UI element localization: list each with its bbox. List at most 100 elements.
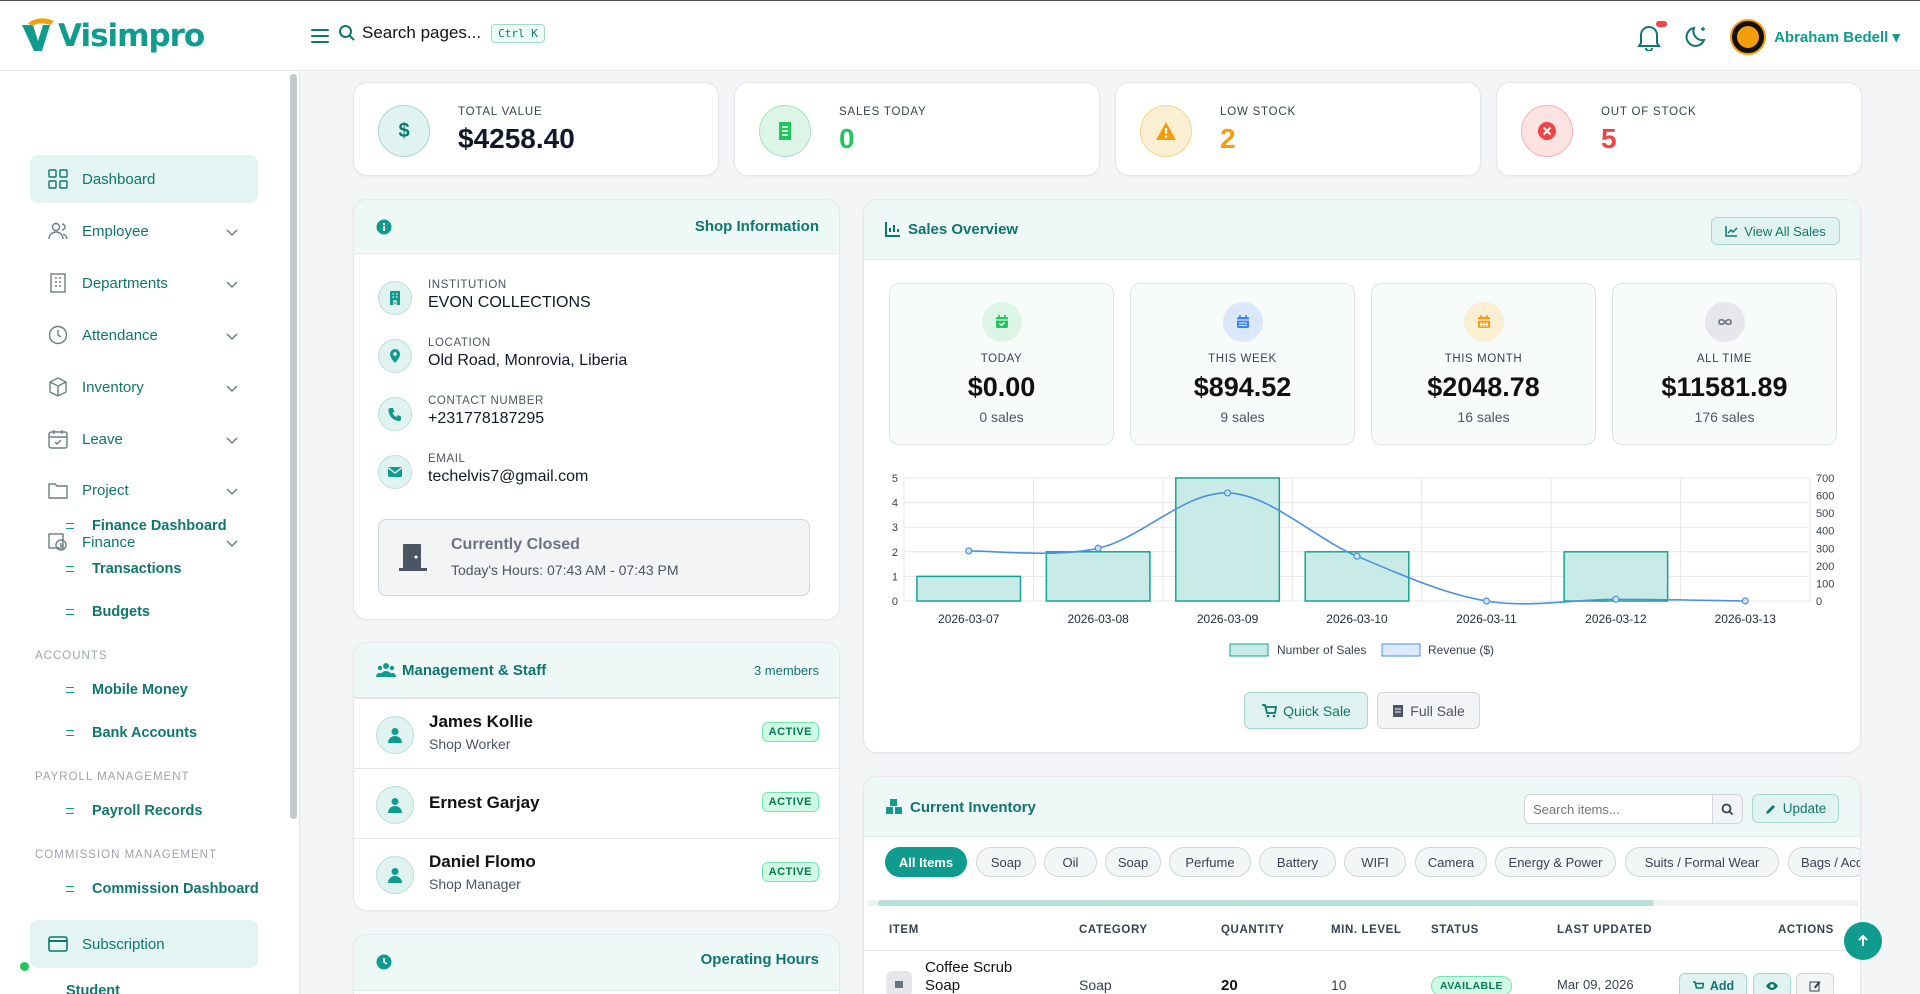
legend-swatch-sales [1229, 643, 1269, 657]
sidebar-item-student[interactable]: Student [66, 983, 120, 994]
update-inventory-button[interactable]: Update [1752, 794, 1839, 823]
sidebar-sub-bank-accounts[interactable]: Bank Accounts [66, 725, 197, 741]
revenue-point-2026-03-10 [1353, 552, 1361, 560]
sidebar-scrollbar[interactable] [290, 74, 297, 819]
x-tick-label: 2026-03-12 [1585, 612, 1647, 626]
sidebar-item-departments[interactable]: Departments [30, 259, 258, 307]
sidebar-sub-mobile-money[interactable]: Mobile Money [66, 682, 188, 698]
status-badge: AVAILABLE [1431, 976, 1513, 994]
stat-value: 0 [839, 123, 855, 154]
full-sale-button[interactable]: Full Sale [1377, 692, 1480, 729]
view-all-sales-button[interactable]: View All Sales [1711, 217, 1840, 245]
staff-row[interactable]: Ernest Garjay ACTIVE [354, 768, 839, 838]
staff-row[interactable]: Daniel Flomo Shop Manager ACTIVE [354, 838, 839, 908]
inventory-search-button[interactable] [1713, 794, 1743, 824]
sub-label[interactable]: Student [66, 983, 120, 994]
notifications-button[interactable] [1636, 21, 1668, 52]
shop-info-card: Shop Information INSTITUTION EVON COLLECT… [353, 199, 840, 620]
sub-label[interactable]: Bank Accounts [92, 725, 198, 741]
door-icon [399, 544, 427, 571]
svg-text:$: $ [398, 120, 409, 142]
sidebar-item-subscription[interactable]: Subscription [30, 920, 258, 968]
revenue-point-2026-03-07 [965, 547, 973, 555]
column-header-actions[interactable]: ACTIONS [1778, 924, 1834, 936]
shop-row-value: Old Road, Monrovia, Liberia [428, 352, 628, 369]
status-badge: ACTIVE [761, 862, 819, 882]
quick-sale-button[interactable]: Quick Sale [1244, 692, 1368, 729]
staff-name: Daniel Flomo [429, 852, 536, 871]
section-payroll: PAYROLL MANAGEMENT [35, 771, 190, 783]
sub-label[interactable]: Commission Dashboard [92, 881, 259, 897]
column-header-quantity[interactable]: QUANTITY [1221, 924, 1285, 936]
filter-battery[interactable]: Battery [1259, 847, 1336, 877]
filter-oil[interactable]: Oil [1044, 847, 1097, 877]
filter-wifi[interactable]: WIFI [1344, 847, 1406, 877]
edit-item-button[interactable] [1796, 973, 1834, 994]
filter-all-items[interactable]: All Items [885, 847, 967, 877]
search-placeholder[interactable]: Search pages... [362, 23, 482, 42]
x-tick-label: 2026-03-10 [1326, 612, 1388, 626]
y-right-tick-label: 200 [1816, 561, 1834, 573]
staff-row[interactable]: James Kollie Shop Worker ACTIVE [354, 698, 839, 768]
add-label: Add [1709, 979, 1735, 993]
period-card-this-week: THIS WEEK $894.52 9 sales [1130, 283, 1355, 445]
shop-status: Currently Closed [451, 536, 580, 553]
sidebar-item-leave[interactable]: Leave [30, 415, 258, 463]
edit-icon [1809, 981, 1821, 992]
sidebar-sub-commission-dashboard[interactable]: Commission Dashboard [66, 881, 259, 897]
inventory-search-input[interactable] [1524, 794, 1713, 824]
sidebar-sub-finance-dashboard[interactable]: Finance Dashboard [66, 518, 227, 534]
filter-scroll-thumb[interactable] [878, 900, 1654, 906]
quick-sale-label: Quick Sale [1283, 702, 1351, 719]
sidebar-sub-transactions[interactable]: Transactions [66, 561, 181, 577]
sidebar-item-attendance[interactable]: Attendance [30, 311, 258, 359]
period-value: $11581.89 [1661, 372, 1788, 402]
sidebar-sub-budgets[interactable]: Budgets [66, 604, 150, 620]
filter-soap[interactable]: Soap [976, 847, 1036, 877]
column-header-item[interactable]: ITEM [889, 924, 919, 936]
sidebar-item-dashboard[interactable]: Dashboard [30, 155, 258, 203]
user-menu[interactable]: Abraham Bedell ▾ [1774, 29, 1900, 46]
filter-bags-acc[interactable]: Bags / Acc [1788, 847, 1860, 877]
user-avatar[interactable] [1730, 19, 1767, 55]
cart-icon [1262, 703, 1278, 717]
sidebar-item-label: Attendance [82, 326, 158, 344]
dollar-icon: $ [378, 105, 430, 157]
sub-label[interactable]: Finance Dashboard [92, 518, 227, 534]
sub-label[interactable]: Transactions [92, 561, 182, 577]
filter-soap[interactable]: Soap [1105, 847, 1161, 877]
filter-energy-power[interactable]: Energy & Power [1495, 847, 1616, 877]
sidebar-item-label: Inventory [82, 378, 144, 396]
sidebar-sub-payroll-records[interactable]: Payroll Records [66, 803, 202, 819]
column-header-min-level[interactable]: MIN. LEVEL [1331, 924, 1402, 936]
sidebar-item-employee[interactable]: Employee [30, 207, 258, 255]
add-stock-button[interactable]: Add [1679, 973, 1747, 994]
filter-perfume[interactable]: Perfume [1169, 847, 1251, 877]
credit-card-icon [48, 934, 68, 954]
legend-label: Revenue ($) [1428, 643, 1494, 657]
y-left-tick-label: 5 [892, 473, 898, 485]
menu-toggle-icon[interactable] [309, 25, 331, 47]
sidebar-item-finance[interactable]: Finance [30, 518, 258, 566]
global-search[interactable]: Search pages... Ctrl K [338, 23, 545, 43]
view-item-button[interactable] [1753, 973, 1791, 994]
column-header-status[interactable]: STATUS [1431, 924, 1479, 936]
sidebar-item-project[interactable]: Project [30, 466, 258, 514]
section-accounts: ACCOUNTS [35, 650, 108, 662]
sub-label[interactable]: Mobile Money [92, 682, 188, 698]
column-header-last-updated[interactable]: LAST UPDATED [1557, 924, 1653, 936]
item-min-level: 10 [1331, 977, 1347, 993]
sub-label[interactable]: Budgets [92, 604, 150, 620]
user-name[interactable]: Abraham Bedell [1774, 29, 1889, 46]
sub-label[interactable]: Payroll Records [92, 803, 203, 819]
dark-mode-toggle-icon[interactable] [1684, 24, 1710, 50]
column-header-category[interactable]: CATEGORY [1079, 924, 1148, 936]
filter-scroll-track[interactable] [868, 900, 1858, 906]
filter-suits-formal-wear[interactable]: Suits / Formal Wear [1625, 847, 1779, 877]
app-logo[interactable]: Visimpro [20, 15, 205, 57]
stat-label: OUT OF STOCK [1601, 106, 1697, 118]
scroll-to-top-button[interactable] [1844, 922, 1882, 960]
filter-camera[interactable]: Camera [1415, 847, 1487, 877]
pencil-icon [1765, 804, 1775, 814]
sidebar-item-inventory[interactable]: Inventory [30, 363, 258, 411]
